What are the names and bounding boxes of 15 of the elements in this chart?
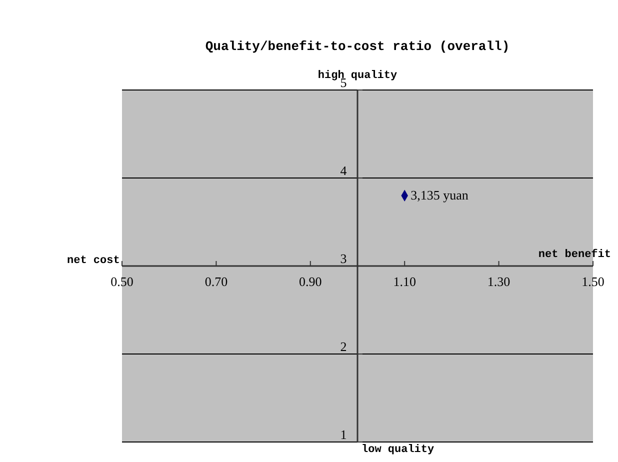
y-tick-label: 1 [340, 427, 347, 442]
y-tick-label: 2 [340, 339, 347, 354]
x-tick-label: 0.70 [204, 274, 228, 289]
y-tick-label: 3 [340, 251, 347, 266]
y-tick-label: 4 [340, 163, 348, 178]
x-tick-label: 1.10 [393, 274, 416, 289]
x-tick-label: 1.30 [487, 274, 510, 289]
text: low quality [362, 444, 435, 456]
chart-title: Quality/benefit-to-cost ratio (overall) [205, 39, 510, 54]
text: net cost [67, 255, 120, 267]
x-tick-label: 1.50 [582, 274, 604, 289]
annotation: net benefit [538, 248, 611, 261]
series-label: 3,135 yuan [410, 188, 469, 203]
x-tick-label: 0.90 [299, 274, 322, 289]
x-tick-label: 0.50 [110, 274, 134, 289]
